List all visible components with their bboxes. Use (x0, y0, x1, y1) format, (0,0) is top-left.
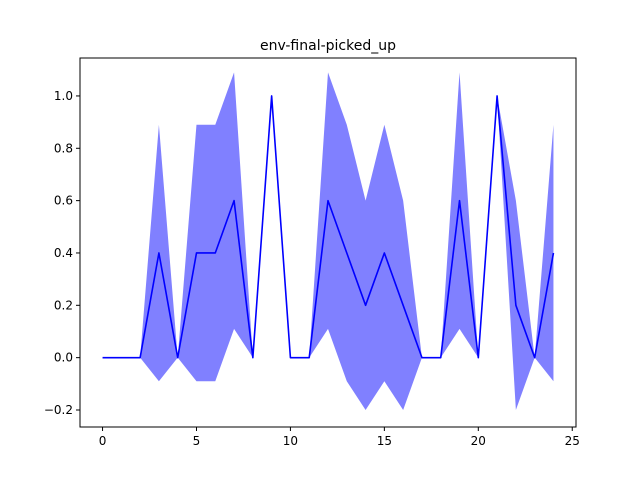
x-tick-label: 20 (471, 434, 486, 448)
y-tick-label: 0.2 (54, 298, 73, 312)
y-tick-label: 1.0 (54, 89, 73, 103)
x-tick-label: 25 (565, 434, 580, 448)
confidence-band-0 (102, 72, 554, 410)
chart-title: env-final-picked_up (260, 38, 396, 54)
x-axis-ticks: 0 5 10 15 20 25 (99, 427, 580, 448)
x-tick-label: 10 (283, 434, 298, 448)
x-tick-label: 0 (99, 434, 107, 448)
y-tick-label: 0.0 (54, 351, 73, 365)
y-tick-label: 0.4 (54, 246, 73, 260)
y-axis-ticks: −0.2 0.0 0.2 0.4 0.6 0.8 1.0 (44, 89, 80, 417)
y-tick-label: 0.6 (54, 194, 73, 208)
mean-line-layer (102, 95, 555, 359)
confidence-band-layer (102, 72, 554, 410)
y-tick-label: 0.8 (54, 141, 73, 155)
mean-line-0 (102, 95, 555, 359)
plot-frame (79, 57, 577, 428)
y-tick-label: −0.2 (44, 403, 73, 417)
x-tick-label: 5 (193, 434, 201, 448)
x-tick-label: 15 (377, 434, 392, 448)
